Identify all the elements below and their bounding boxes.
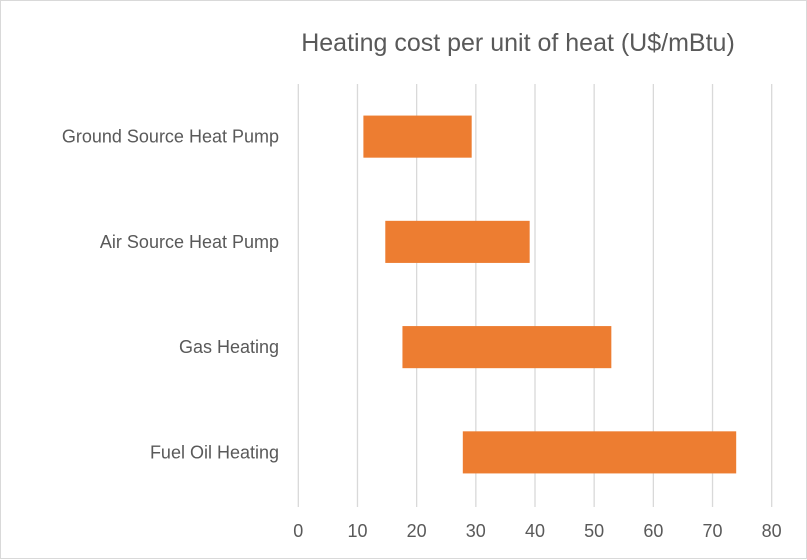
category-label: Fuel Oil Heating: [150, 442, 279, 462]
bars: [363, 115, 737, 474]
x-tick-label: 30: [466, 521, 486, 541]
x-tick-label: 20: [407, 521, 427, 541]
x-tick-label: 70: [703, 521, 723, 541]
range-bar: [462, 431, 737, 474]
x-tick-label: 10: [347, 521, 367, 541]
range-bar: [402, 326, 612, 369]
category-label: Gas Heating: [179, 337, 279, 357]
x-tick-label: 0: [293, 521, 303, 541]
category-label: Air Source Heat Pump: [100, 232, 279, 252]
category-label: Ground Source Heat Pump: [62, 127, 279, 147]
range-bar: [363, 115, 472, 158]
x-tick-label: 60: [643, 521, 663, 541]
x-tick-labels: 0 10 20 30 40 50 60 70 80: [293, 521, 781, 541]
chart-title: Heating cost per unit of heat (U$/mBtu): [301, 29, 735, 57]
x-tick-label: 40: [525, 521, 545, 541]
range-bar: [385, 220, 530, 263]
x-tick-label: 50: [584, 521, 604, 541]
category-labels: Ground Source Heat Pump Air Source Heat P…: [62, 127, 279, 463]
x-tick-label: 80: [762, 521, 782, 541]
